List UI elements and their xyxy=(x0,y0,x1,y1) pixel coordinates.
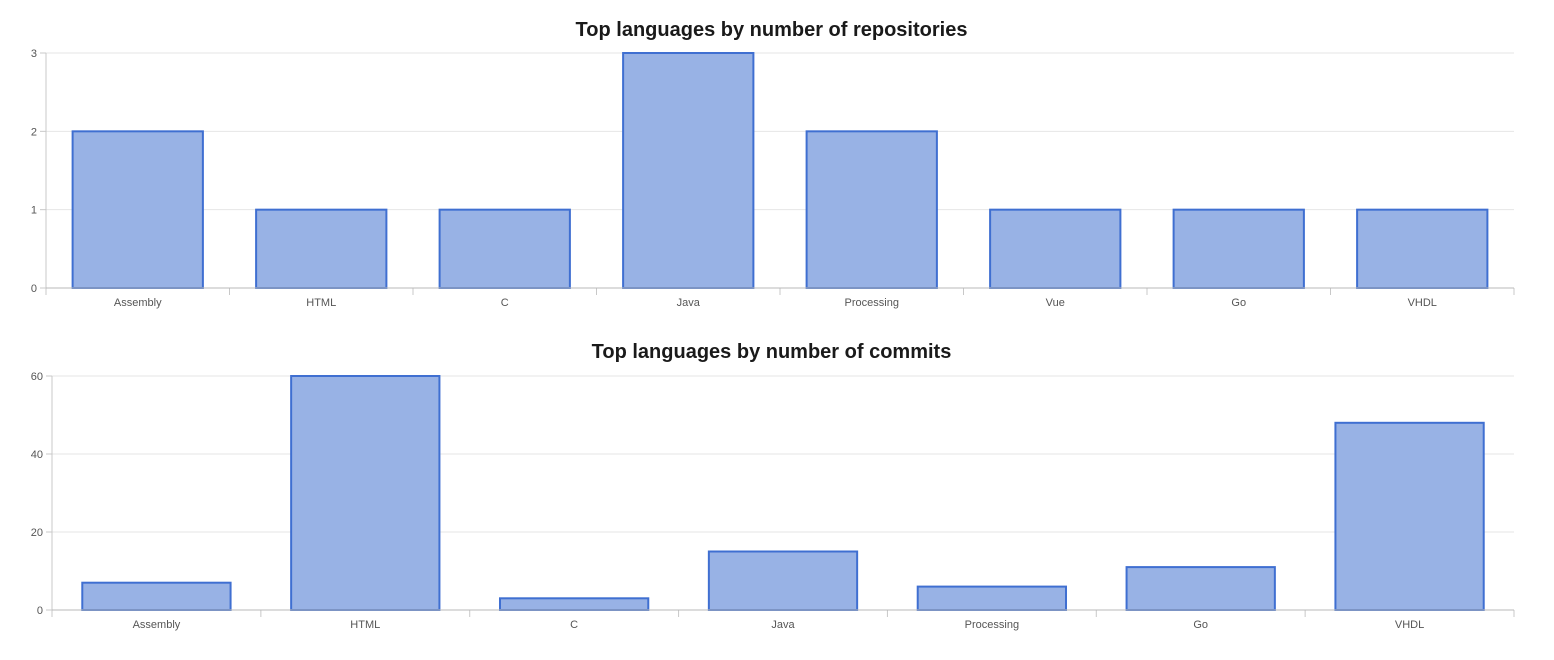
x-tick-label: Assembly xyxy=(114,297,162,309)
x-tick-label: Processing xyxy=(965,619,1019,631)
bar xyxy=(1125,566,1276,612)
bar xyxy=(805,130,938,289)
bar xyxy=(1356,208,1489,290)
x-tick-label: Go xyxy=(1231,297,1246,309)
bar xyxy=(498,597,650,611)
y-tick-label: 40 xyxy=(31,449,43,461)
bar xyxy=(438,208,571,290)
chart-title: Top languages by number of repositories xyxy=(575,19,968,41)
x-tick-label: C xyxy=(570,619,578,631)
y-tick-label: 0 xyxy=(37,605,43,617)
y-tick-label: 2 xyxy=(31,126,37,138)
bar xyxy=(1334,421,1485,611)
bar xyxy=(622,52,755,289)
x-tick-label: Java xyxy=(677,297,701,309)
repositories-chart: Top languages by number of repositories … xyxy=(0,0,1554,322)
x-tick-label: HTML xyxy=(306,297,336,309)
bar xyxy=(290,375,441,611)
y-tick-label: 1 xyxy=(31,205,37,217)
commits-bar-chart: 0 20 40 60 Assembly HTML C Java Processing Go VHDL xyxy=(31,371,1515,631)
bar xyxy=(989,208,1122,290)
bar xyxy=(1172,208,1305,290)
x-tick-label: Vue xyxy=(1046,297,1065,309)
x-tick-label: VHDL xyxy=(1408,297,1437,309)
x-tick-label: Go xyxy=(1193,619,1208,631)
x-tick-label: C xyxy=(501,297,509,309)
chart-title: Top languages by number of commits xyxy=(591,341,952,363)
bar xyxy=(916,585,1068,612)
y-tick-label: 0 xyxy=(31,283,37,295)
bar xyxy=(255,208,388,290)
x-tick-label: Processing xyxy=(845,297,899,309)
y-tick-label: 3 xyxy=(31,48,37,60)
x-tick-label: Java xyxy=(771,619,795,631)
x-tick-label: VHDL xyxy=(1395,619,1424,631)
x-tick-label: HTML xyxy=(350,619,380,631)
bar xyxy=(81,581,232,612)
y-tick-label: 20 xyxy=(31,527,43,539)
bar xyxy=(707,550,859,611)
y-tick-label: 60 xyxy=(31,371,43,383)
x-tick-label: Assembly xyxy=(133,619,181,631)
commits-chart: Top languages by number of commits 0 20 40… xyxy=(0,322,1554,660)
repositories-bar-chart: 0 1 2 3 Assembly HTML C Java Processing Vue Go VHDL xyxy=(31,48,1515,309)
bar xyxy=(71,130,204,289)
